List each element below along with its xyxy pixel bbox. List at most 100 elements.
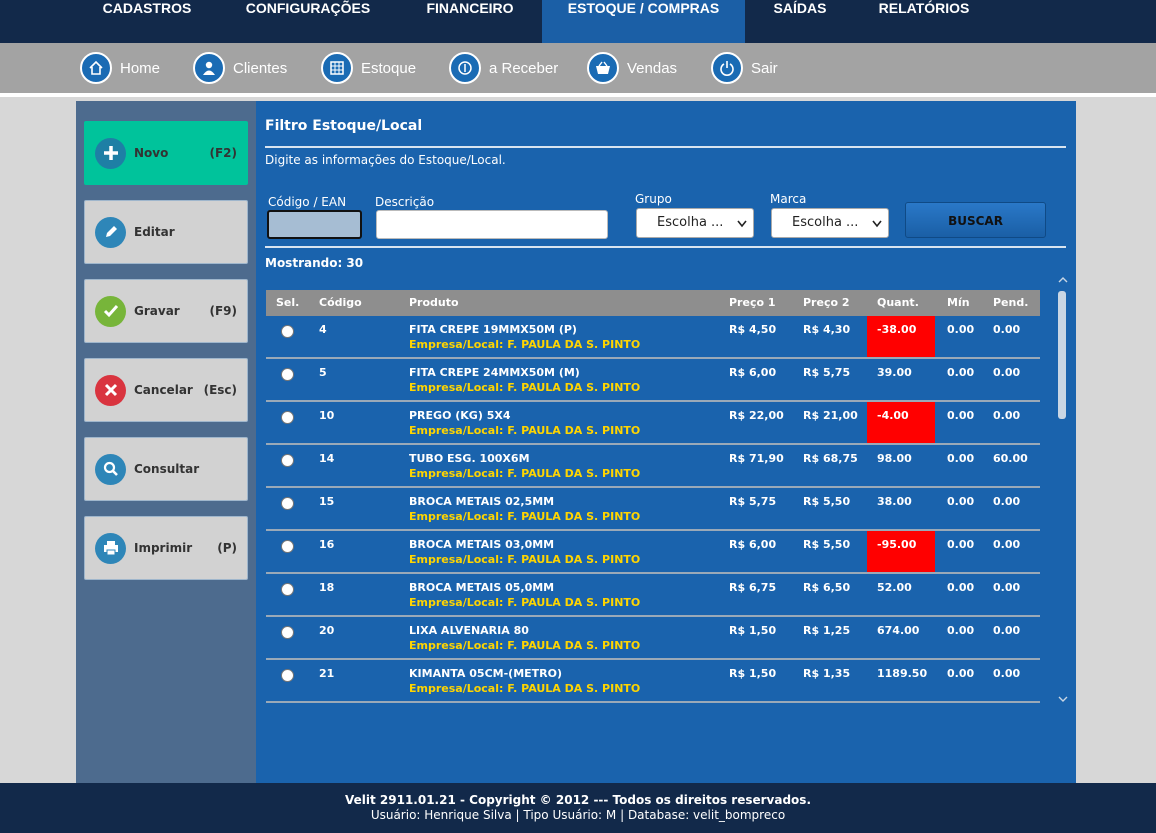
new-button[interactable]: Novo (F2) [84,121,248,185]
menu-item[interactable]: CADASTROS [102,0,192,16]
field-label: Descrição [375,195,435,209]
footer: Velit 2911.01.21 - Copyright © 2012 --- … [0,783,1156,833]
footer-copyright: Velit 2911.01.21 - Copyright © 2012 --- … [344,793,811,807]
shortcut-key: (P) [217,541,237,555]
menu-item[interactable]: SAÍDAS [773,0,827,16]
price-cell: R$ 5,50 [803,495,851,508]
shortcut-key: (Esc) [203,383,237,397]
save-button[interactable]: Gravar (F9) [84,279,248,343]
column-header: Código [319,296,362,309]
menu-item[interactable]: ESTOQUE / COMPRAS [542,0,745,43]
description-input[interactable] [376,210,608,239]
column-header: Produto [409,296,459,309]
quantity-cell: 38.00 [877,495,912,508]
shortcut-bar: Home Clientes Estoque a Receber Vendas S… [0,43,1156,97]
quantity-cell: -95.00 [877,538,917,551]
pending-cell: 0.00 [993,409,1021,422]
pending-cell: 0.00 [993,538,1021,551]
icon [449,52,481,84]
table-row: 16 BROCA METAIS 03,0MM R$ 6,00 R$ 5,50 -95.0… [266,531,1040,574]
table-row: 20 LIXA ALVENARIA 80 R$ 1,50 R$ 1,25 674.00 0… [266,617,1040,660]
pending-cell: 0.00 [993,624,1021,637]
row-select[interactable] [281,583,294,596]
icon [80,52,112,84]
row-select[interactable] [281,411,294,424]
shortcut[interactable]: Estoque [321,52,416,84]
shortcut[interactable]: Clientes [193,52,287,84]
location-cell: Empresa/Local: F. PAULA DA S. PINTO [409,682,641,695]
price-cell: R$ 1,50 [729,667,777,680]
code-cell: 20 [319,624,335,637]
table-row: 10 PREGO (KG) 5X4 R$ 22,00 R$ 21,00 -4.00 0.0… [266,402,1040,445]
table-row: 5 FITA CREPE 24MMX50M (M) R$ 6,00 R$ 5,75 39… [266,359,1040,402]
location-cell: Empresa/Local: F. PAULA DA S. PINTO [409,424,641,437]
result-count: Mostrando: 30 [265,256,364,270]
cancel-button[interactable]: Cancelar (Esc) [84,358,248,422]
row-select[interactable] [281,497,294,510]
shortcut[interactable]: Home [80,52,160,84]
table-row: 21 KIMANTA 05CM-(METRO) R$ 1,50 R$ 1,35 1189… [266,660,1040,703]
min-cell: 0.00 [947,452,975,465]
select-value: Escolha ... [792,215,859,230]
button-label: Gravar [134,304,180,318]
divider [265,146,1066,148]
icon [711,52,743,84]
group-select[interactable]: Escolha ... [636,208,754,238]
menu-item[interactable]: FINANCEIRO [426,0,514,16]
price-cell: R$ 68,75 [803,452,858,465]
shortcut[interactable]: Sair [711,52,778,84]
row-select[interactable] [281,626,294,639]
search-button[interactable]: Consultar [84,437,248,501]
product-cell: LIXA ALVENARIA 80 [409,624,529,637]
shortcut-label: Home [120,59,161,77]
row-select[interactable] [281,368,294,381]
menu-item[interactable]: CONFIGURAÇÕES [245,0,371,16]
code-cell: 4 [319,323,327,336]
location-cell: Empresa/Local: F. PAULA DA S. PINTO [409,467,641,480]
shortcut[interactable]: a Receber [449,52,558,84]
icon [95,453,126,485]
column-header: Mín [947,296,970,309]
icon [95,137,126,169]
min-cell: 0.00 [947,538,975,551]
scrollbar[interactable] [1058,291,1066,419]
sidebar: Novo (F2) Editar Gravar (F9) Cancelar (Esc)… [76,101,256,783]
menu-item[interactable]: RELATÓRIOS [878,0,970,16]
icon [95,532,126,564]
quantity-cell: 1189.50 [877,667,928,680]
product-cell: BROCA METAIS 02,5MM [409,495,555,508]
divider [265,246,1066,248]
scroll-up[interactable] [1057,275,1069,285]
negative-highlight [867,316,935,357]
print-button[interactable]: Imprimir (P) [84,516,248,580]
row-select[interactable] [281,669,294,682]
price-cell: R$ 21,00 [803,409,858,422]
filter-panel: Filtro Estoque/Local Digite as informaçõ… [256,101,1076,783]
search-submit[interactable]: BUSCAR [905,202,1046,238]
shortcut[interactable]: Vendas [587,52,677,84]
field-label: Código / EAN [268,195,347,209]
table-body: 4 FITA CREPE 19MMX50M (P) R$ 4,50 R$ 4,30 -3… [256,316,1056,706]
row-select[interactable] [281,540,294,553]
row-select[interactable] [281,325,294,338]
button-label: Consultar [134,462,200,476]
code-input[interactable] [267,210,362,239]
row-select[interactable] [281,454,294,467]
pending-cell: 0.00 [993,667,1021,680]
shortcut-label: Vendas [627,59,678,77]
field-label: Marca [770,192,807,206]
edit-button[interactable]: Editar [84,200,248,264]
icon [95,374,126,406]
code-cell: 21 [319,667,335,680]
price-cell: R$ 1,50 [729,624,777,637]
product-cell: TUBO ESG. 100X6M [409,452,530,465]
table-row: 4 FITA CREPE 19MMX50M (P) R$ 4,50 R$ 4,30 -3… [266,316,1040,359]
code-cell: 15 [319,495,335,508]
brand-select[interactable]: Escolha ... [771,208,889,238]
quantity-cell: -38.00 [877,323,917,336]
location-cell: Empresa/Local: F. PAULA DA S. PINTO [409,381,641,394]
negative-highlight [867,531,935,572]
scroll-down[interactable] [1057,694,1069,704]
price-cell: R$ 6,00 [729,538,777,551]
